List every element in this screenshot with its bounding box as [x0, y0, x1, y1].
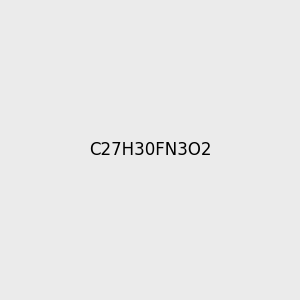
Text: C27H30FN3O2: C27H30FN3O2	[89, 141, 211, 159]
